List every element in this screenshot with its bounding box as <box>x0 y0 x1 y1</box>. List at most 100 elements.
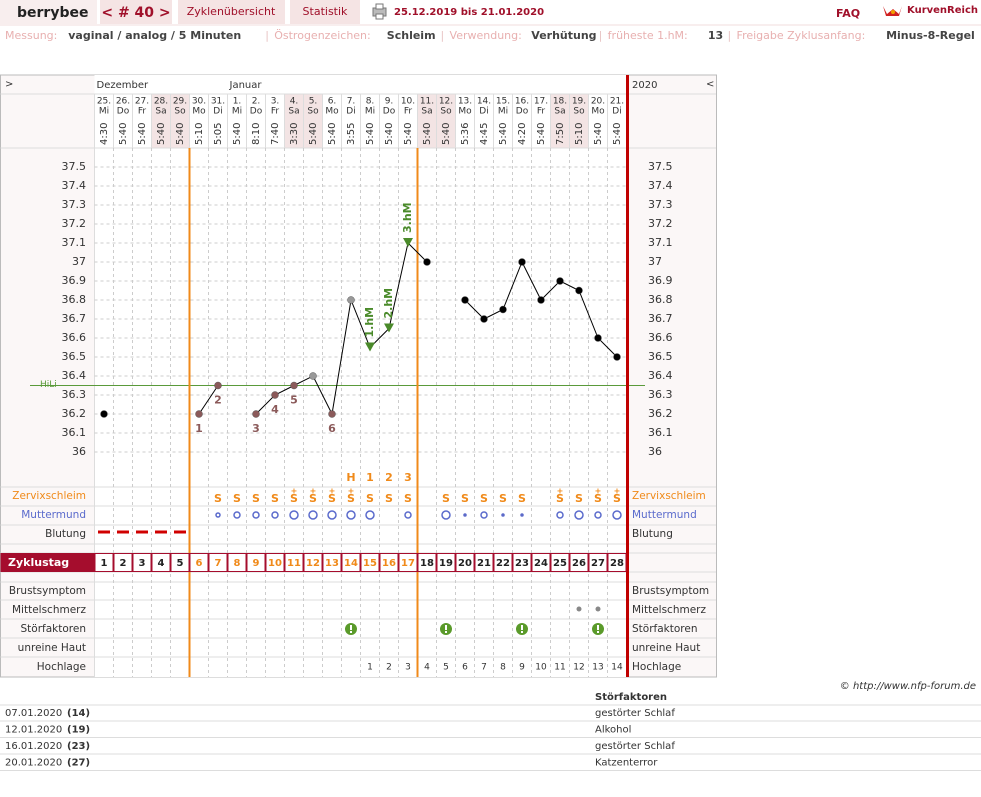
y-tick-label: 36.5 <box>62 350 87 363</box>
date-label: 17. <box>534 97 548 107</box>
midpain-mark <box>595 606 601 612</box>
time-label: 3:55 <box>346 123 357 145</box>
hm-marker <box>365 342 375 352</box>
high-day: 11 <box>554 663 565 673</box>
date-label: 6. <box>328 97 337 107</box>
time-label: 3:30 <box>289 123 300 145</box>
y-tick-label: 36.6 <box>62 331 87 344</box>
weekday-label: So <box>174 107 186 117</box>
high-day: 13 <box>592 663 603 673</box>
period: 25.12.2019 bis 21.01.2020 <box>394 7 544 18</box>
weekday-label: Di <box>213 107 222 117</box>
weekday-label: Di <box>479 107 488 117</box>
row-label-right: Hochlage <box>632 661 681 673</box>
temperature-point <box>461 296 469 304</box>
disturb-icon-dot <box>597 631 599 633</box>
weekend-column <box>550 94 570 148</box>
weekday-label: Mi <box>232 107 242 117</box>
cycle-day-cell <box>114 554 132 571</box>
cycle-day: 23 <box>515 558 529 569</box>
date-label: 14. <box>477 97 491 107</box>
cause-cell: Katzenterror <box>595 758 658 769</box>
cycle-day: 18 <box>420 558 434 569</box>
time-label: 5:05 <box>213 123 224 145</box>
cervix-mark: S <box>385 492 393 505</box>
temperature-point <box>328 410 336 418</box>
temperature-point <box>423 258 431 266</box>
cycle-day: 2 <box>120 558 127 569</box>
weekday-label: Sa <box>554 107 565 117</box>
cervix-os-icon <box>501 513 505 517</box>
date-cell: 16.01.2020 <box>5 741 62 752</box>
setting-label: früheste 1.hM: <box>608 29 688 42</box>
row-label: Zervixschleim <box>12 490 86 502</box>
tab-label[interactable]: Zyklenübersicht <box>187 5 276 18</box>
time-label: 5:10 <box>574 123 585 145</box>
time-label: 5:40 <box>156 123 167 145</box>
cycle-day: 9 <box>253 558 260 569</box>
cervix-mark: S <box>366 492 374 505</box>
row-label-right: Störfaktoren <box>632 623 697 635</box>
cycle-tab[interactable] <box>100 0 172 24</box>
cycle-day-cell <box>152 554 170 571</box>
y-tick-label: 36.3 <box>62 388 87 401</box>
weekday-label: Mo <box>591 107 605 117</box>
date-cell: 07.01.2020 <box>5 708 62 719</box>
temperature-point <box>347 296 355 304</box>
y-tick-label-right: 36.8 <box>648 293 673 306</box>
faq-link[interactable]: FAQ <box>836 7 860 20</box>
cervix-os-icon <box>441 510 451 520</box>
cervix-mark: S <box>214 492 222 505</box>
temperature-point <box>309 372 317 380</box>
date-label: 26. <box>116 97 130 107</box>
cycle-day-cell <box>247 554 265 571</box>
weekday-label: Fr <box>271 107 280 117</box>
cause-cell: Alkohol <box>595 725 631 736</box>
cervix-mark: S <box>556 492 564 505</box>
y-tick-label: 36.7 <box>62 312 87 325</box>
row-label: Brustsymptom <box>9 585 86 597</box>
nav-forward[interactable]: < <box>706 79 714 90</box>
cycle-day: 21 <box>477 558 491 569</box>
high-day: 10 <box>535 663 547 673</box>
temperature-point <box>195 410 203 418</box>
cervix-mark: S <box>347 492 355 505</box>
peak-mark: 2 <box>385 471 393 484</box>
cycle-day-cell <box>190 554 208 571</box>
print-icon[interactable] <box>372 3 387 20</box>
y-tick-label: 36.2 <box>62 407 87 420</box>
tab-label[interactable]: Statistik <box>303 5 349 18</box>
time-label: 5:40 <box>308 123 319 145</box>
print-icon-paper <box>375 13 384 20</box>
weekday-label: Sa <box>288 107 299 117</box>
date-label: 2. <box>252 97 261 107</box>
cycle-day: 3 <box>139 558 146 569</box>
tab[interactable] <box>290 0 360 24</box>
low-label: 4 <box>271 403 279 416</box>
y-tick-label: 36.1 <box>62 426 87 439</box>
weekday-label: Do <box>383 107 396 117</box>
midpain-mark <box>576 606 582 612</box>
cycle-day-cell <box>171 554 189 571</box>
cervix-plus: + <box>614 487 621 496</box>
crown-dot <box>891 10 895 14</box>
tab[interactable] <box>178 0 285 24</box>
row-label: Blutung <box>45 528 86 540</box>
temperature-point <box>556 277 564 285</box>
cycle-day: 12 <box>306 558 320 569</box>
cycle-day-cell <box>380 554 398 571</box>
setting-value: Verhütung <box>531 29 596 42</box>
cycle-day-cell: (14) <box>67 708 90 719</box>
brand[interactable]: KurvenReich <box>907 5 978 16</box>
time-label: 7:50 <box>555 123 566 145</box>
cervix-plus: + <box>329 487 336 496</box>
print-icon-paper <box>375 3 384 10</box>
y-tick-label-right: 37.1 <box>648 236 673 249</box>
cervix-plus: + <box>595 487 602 496</box>
weekday-label: Mo <box>458 107 472 117</box>
cycle-day-cell <box>323 554 341 571</box>
cycle-nav[interactable]: < # 40 > <box>101 5 170 21</box>
y-tick-label: 36.4 <box>62 369 87 382</box>
date-label: 21. <box>610 97 624 107</box>
nav-back[interactable]: > <box>5 79 13 90</box>
